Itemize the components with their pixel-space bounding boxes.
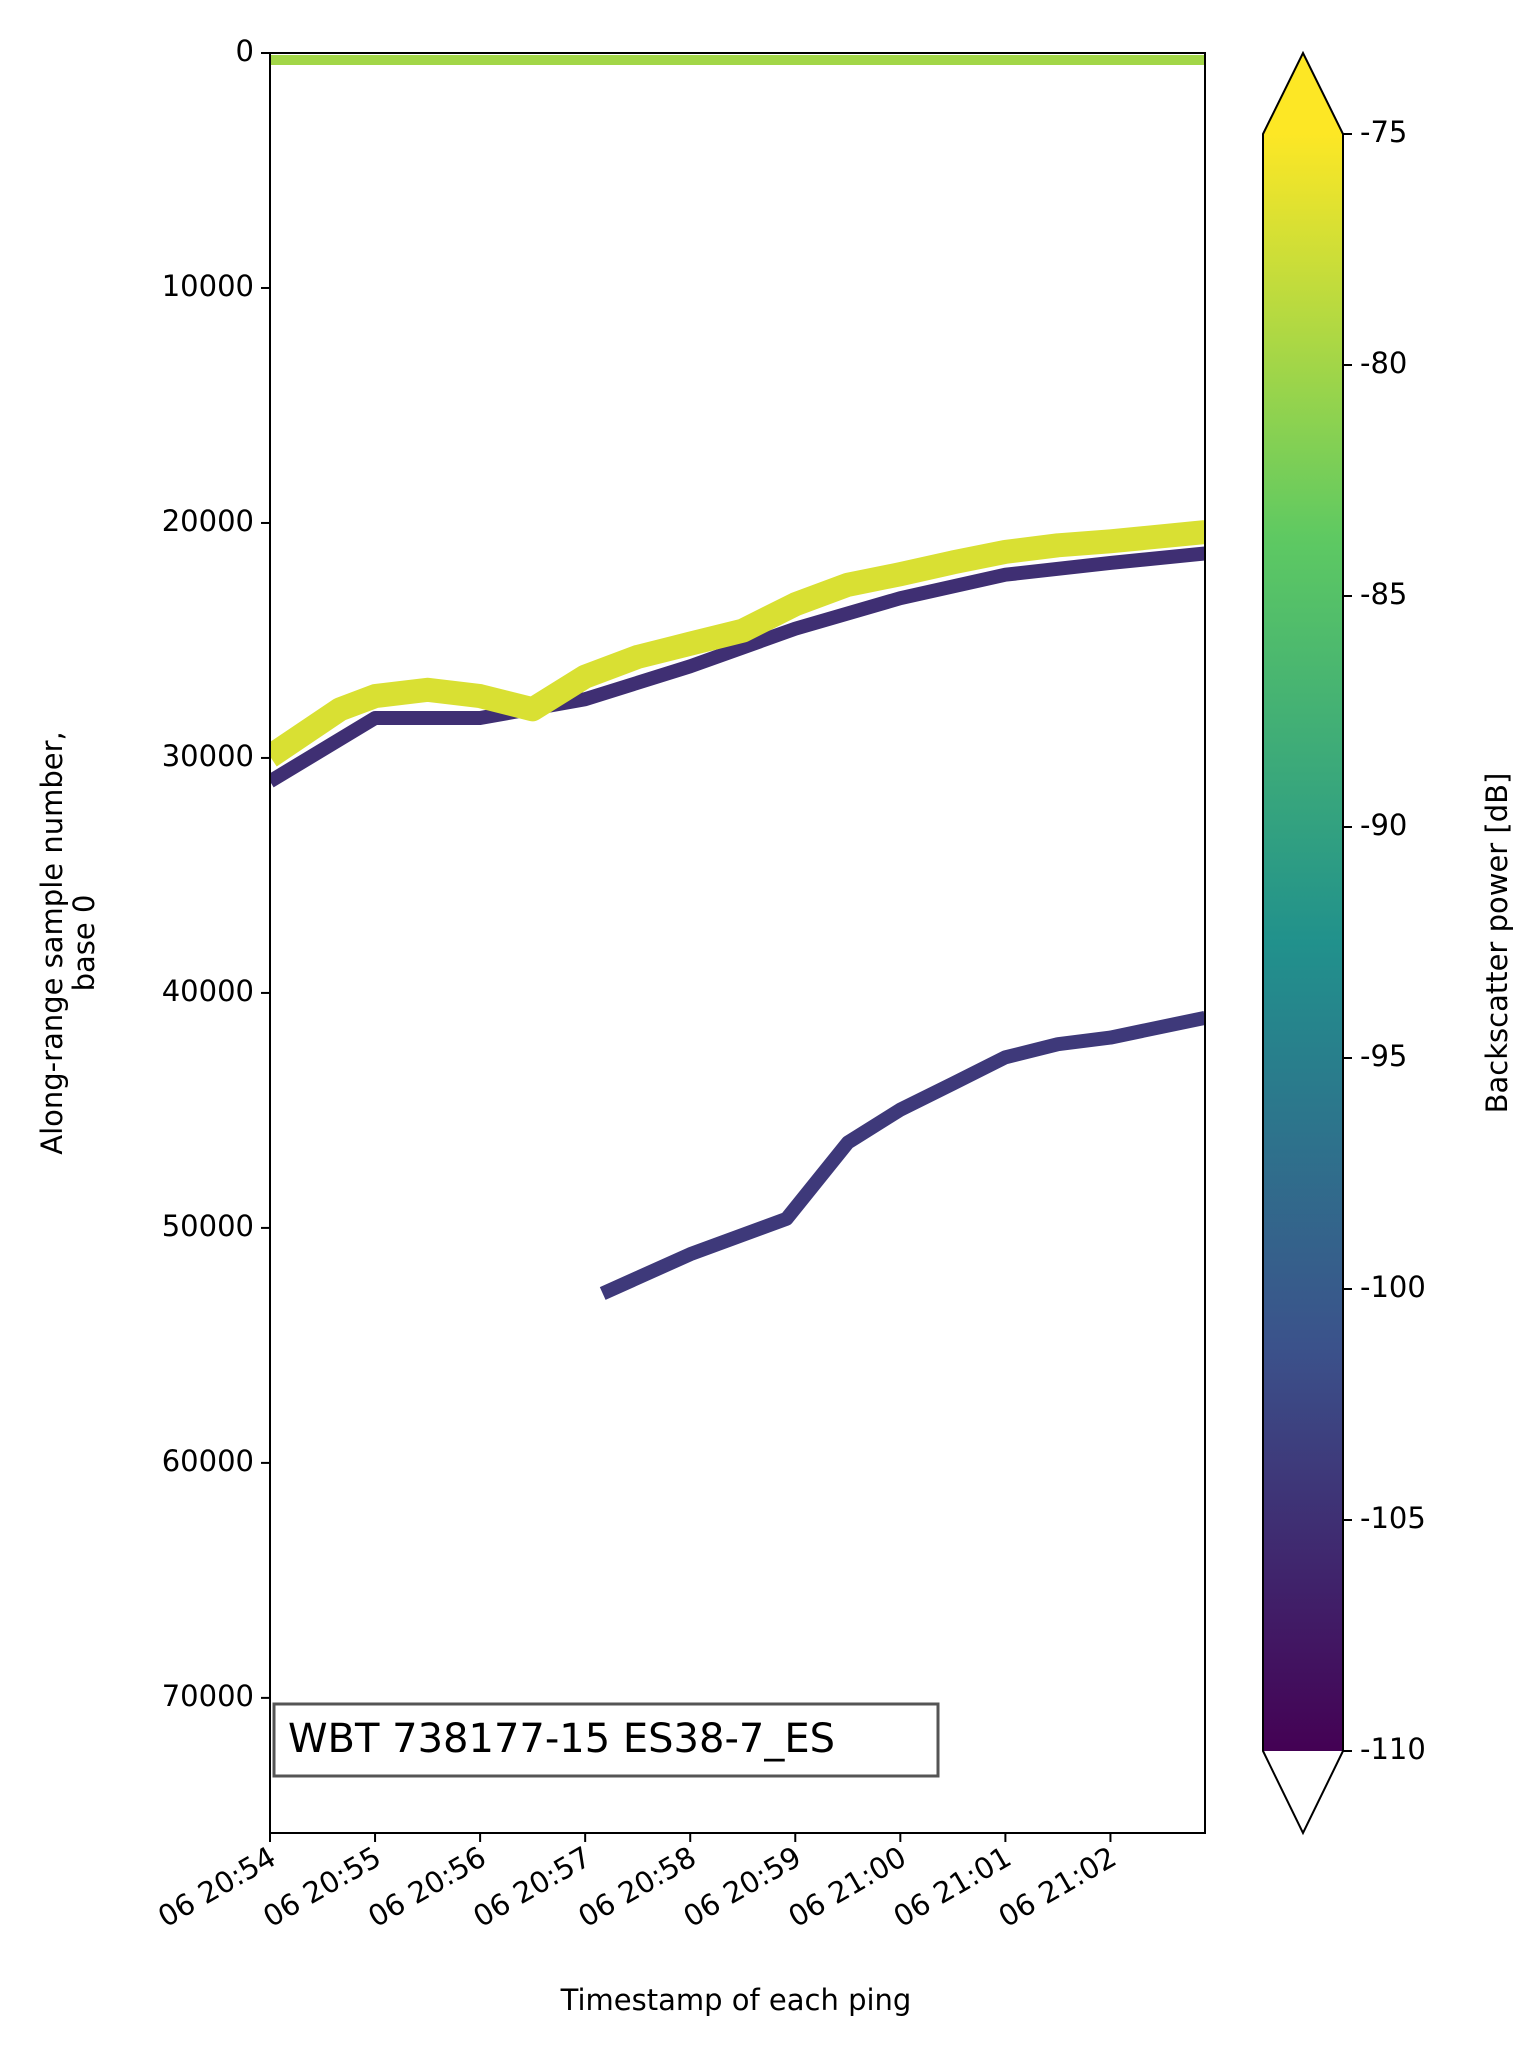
- colorbar-tick-label: -90: [1360, 808, 1407, 842]
- colorbar-extend-bottom: [1263, 1751, 1343, 1833]
- colorbar-tick-label: -80: [1360, 346, 1407, 380]
- y-tick-label: 0: [236, 34, 254, 68]
- colorbar-extend-top: [1263, 53, 1343, 134]
- colorbar-tick-label: -95: [1360, 1039, 1407, 1073]
- x-tick-label: 06 21:01: [888, 1840, 1017, 1934]
- echo-trace: [270, 520, 1205, 767]
- y-axis-label: Along-range sample number,: [35, 731, 69, 1155]
- x-tick-label: 06 20:57: [467, 1840, 596, 1934]
- plot-frame: [269, 52, 1206, 1834]
- x-tick-label: 06 20:55: [257, 1840, 386, 1934]
- colorbar-tick-label: -75: [1360, 115, 1407, 149]
- x-axis-label: Timestamp of each ping: [560, 1983, 912, 2017]
- colorbar-tick-label: -85: [1360, 577, 1407, 611]
- annotation: WBT 738177-15 ES38-7_ES: [288, 1716, 835, 1762]
- plot-area: [270, 55, 1205, 1300]
- y-axis-label: base 0: [67, 895, 101, 992]
- y-tick-label: 20000: [162, 504, 254, 538]
- annotation-box: [272, 1702, 940, 1778]
- colorbar-tick-label: -105: [1360, 1501, 1426, 1535]
- y-tick-label: 10000: [162, 269, 254, 303]
- x-tick-label: 06 21:00: [783, 1840, 912, 1934]
- x-tick-label: 06 20:58: [572, 1840, 701, 1934]
- y-tick-label: 50000: [162, 1209, 254, 1243]
- echo-trace: [599, 1010, 1205, 1300]
- y-tick-label: 60000: [162, 1444, 254, 1478]
- y-tick-label: 70000: [162, 1679, 254, 1713]
- y-tick-label: 40000: [162, 974, 254, 1008]
- x-tick-label: 06 21:02: [993, 1840, 1122, 1934]
- x-tick-label: 06 20:59: [677, 1840, 806, 1934]
- colorbar-tick-label: -100: [1360, 1270, 1426, 1304]
- colorbar-label: Backscatter power [dB]: [1480, 773, 1514, 1114]
- colorbar: [1263, 134, 1343, 1751]
- x-tick-label: 06 20:56: [362, 1840, 491, 1934]
- x-tick-label: 06 20:54: [152, 1840, 281, 1934]
- echo-trace: [270, 546, 1205, 788]
- colorbar-tick-label: -110: [1360, 1732, 1426, 1766]
- y-tick-label: 30000: [162, 739, 254, 773]
